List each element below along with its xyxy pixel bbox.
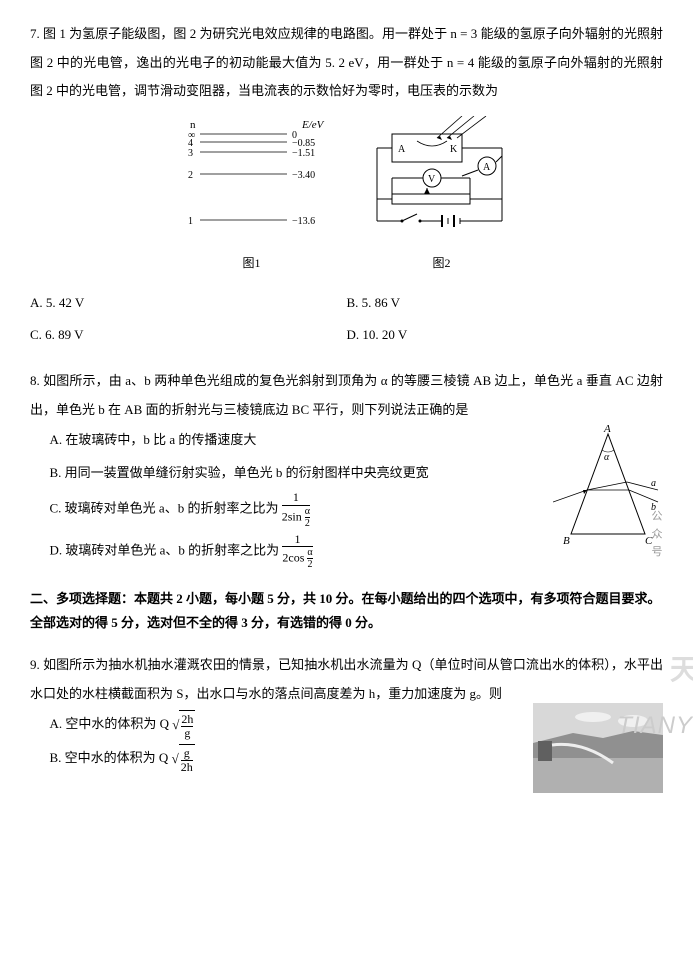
q7-text: 7. 图 1 为氢原子能级图，图 2 为研究光电效应规律的电路图。用一群处于 n…	[30, 20, 663, 106]
q8-opt-d-pre: D. 玻璃砖对单色光 a、b 的折射率之比为	[50, 542, 280, 557]
q9-body: 如图所示为抽水机抽水灌溉农田的情景，已知抽水机出水流量为 Q（单位时间从管口流出…	[30, 657, 663, 701]
svg-text:3: 3	[188, 148, 193, 159]
fig1-block: n E/eV ∞ 0 4 −0.85 3 −1.51 2 −3.40 1	[172, 116, 332, 277]
fig1-caption: 图1	[172, 250, 332, 276]
svg-text:1: 1	[188, 216, 193, 227]
svg-text:A: A	[603, 424, 611, 435]
circuit-diagram: A K A V	[362, 116, 522, 236]
watermark-tiany: TIANY	[617, 700, 693, 753]
svg-text:α: α	[604, 452, 610, 463]
watermark-vertical: 公 众 号	[644, 510, 668, 559]
q7-figures: n E/eV ∞ 0 4 −0.85 3 −1.51 2 −3.40 1	[30, 116, 663, 277]
q7-opt-d: D. 10. 20 V	[347, 319, 664, 352]
frac-c: 1 2sin α2	[282, 491, 310, 528]
e-header: E/eV	[301, 119, 325, 131]
sqrt-a: √2hg	[172, 710, 195, 740]
frac-d: 1 2cos α2	[282, 533, 312, 570]
watermark-char: 天	[670, 640, 693, 702]
svg-text:−1.51: −1.51	[292, 148, 315, 159]
q7-opt-b: B. 5. 86 V	[347, 287, 664, 320]
q8-num: 8.	[30, 373, 40, 388]
svg-text:K: K	[450, 144, 458, 155]
q8-opt-c-pre: C. 玻璃砖对单色光 a、b 的折射率之比为	[50, 501, 279, 516]
svg-text:V: V	[428, 174, 436, 185]
q7-num: 7.	[30, 26, 40, 41]
svg-text:2: 2	[188, 170, 193, 181]
q8-options-wrap: A B C α a b A. 在玻璃砖中，b 比 a 的传播速度大 B. 用同一…	[30, 424, 663, 572]
section-2-title: 二、多项选择题：本题共 2 小题，每小题 5 分，共 10 分。在每小题给出的四…	[30, 587, 663, 636]
question-7: 7. 图 1 为氢原子能级图，图 2 为研究光电效应规律的电路图。用一群处于 n…	[30, 20, 663, 352]
energy-level-diagram: n E/eV ∞ 0 4 −0.85 3 −1.51 2 −3.40 1	[172, 116, 332, 236]
sqrt-b: √g2h	[172, 744, 195, 774]
q9-opt-b-pre: B. 空中水的体积为 Q	[50, 750, 169, 765]
svg-text:B: B	[563, 535, 570, 547]
q8-text: 8. 如图所示，由 a、b 两种单色光组成的复色光斜射到顶角为 α 的等腰三棱镜…	[30, 367, 663, 424]
question-9: 9. 如图所示为抽水机抽水灌溉农田的情景，已知抽水机出水流量为 Q（单位时间从管…	[30, 651, 663, 793]
q8-body: 如图所示，由 a、b 两种单色光组成的复色光斜射到顶角为 α 的等腰三棱镜 AB…	[30, 373, 663, 417]
q9-opt-a-pre: A. 空中水的体积为 Q	[50, 716, 170, 731]
fig2-block: A K A V	[362, 116, 522, 277]
question-8: 8. 如图所示，由 a、b 两种单色光组成的复色光斜射到顶角为 α 的等腰三棱镜…	[30, 367, 663, 572]
q9-text: 9. 如图所示为抽水机抽水灌溉农田的情景，已知抽水机出水流量为 Q（单位时间从管…	[30, 651, 663, 708]
svg-text:A: A	[398, 144, 406, 155]
svg-text:a: a	[651, 478, 656, 489]
svg-text:−13.6: −13.6	[292, 216, 315, 227]
svg-text:A: A	[483, 162, 491, 173]
fig2-caption: 图2	[362, 250, 522, 276]
q7-opt-a: A. 5. 42 V	[30, 287, 347, 320]
q7-body: 图 1 为氢原子能级图，图 2 为研究光电效应规律的电路图。用一群处于 n = …	[30, 26, 663, 98]
q9-options-wrap: A. 空中水的体积为 Q √2hg B. 空中水的体积为 Q √g2h	[30, 708, 663, 793]
svg-text:−3.40: −3.40	[292, 170, 315, 181]
q9-num: 9.	[30, 657, 40, 672]
q7-options: A. 5. 42 V B. 5. 86 V C. 6. 89 V D. 10. …	[30, 287, 663, 352]
q7-opt-c: C. 6. 89 V	[30, 319, 347, 352]
